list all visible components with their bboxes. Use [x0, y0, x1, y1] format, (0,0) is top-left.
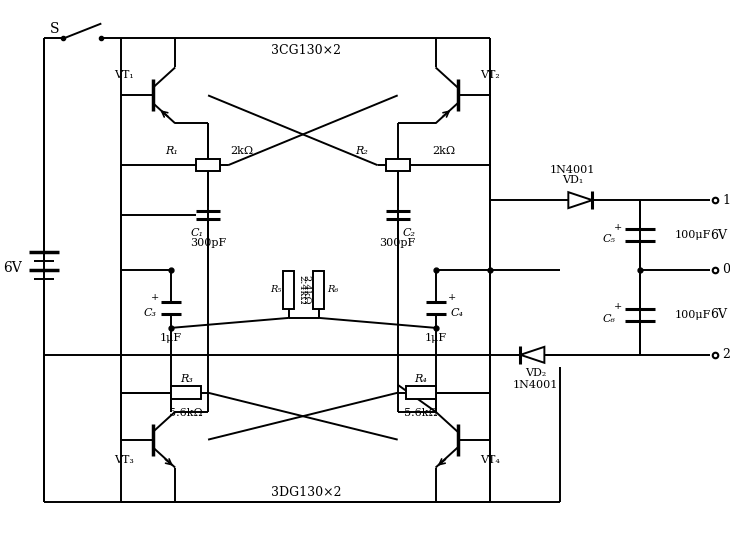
Bar: [385, 159, 410, 171]
Text: S: S: [50, 21, 59, 35]
Text: 2: 2: [722, 349, 730, 361]
Text: VT₁: VT₁: [115, 70, 134, 81]
Bar: [171, 386, 201, 399]
Text: 6V: 6V: [3, 261, 21, 275]
Text: VT₄: VT₄: [480, 455, 500, 465]
Text: 2kΩ: 2kΩ: [433, 146, 456, 156]
Text: 1μF: 1μF: [425, 333, 447, 343]
Text: C₁: C₁: [190, 228, 203, 238]
Text: VT₃: VT₃: [115, 455, 134, 465]
Text: 6V: 6V: [710, 229, 727, 242]
Text: R₃: R₃: [180, 374, 193, 384]
Text: 0: 0: [722, 264, 730, 277]
Text: C₄: C₄: [450, 308, 464, 318]
Text: 6V: 6V: [710, 308, 727, 322]
Bar: [283, 271, 294, 309]
Text: VD₁: VD₁: [561, 175, 583, 185]
Text: R₅: R₅: [269, 286, 281, 294]
Text: 2.4kΩ: 2.4kΩ: [302, 275, 311, 305]
Text: 3CG130×2: 3CG130×2: [271, 44, 341, 57]
Text: 3DG130×2: 3DG130×2: [271, 486, 341, 499]
Text: 100μF: 100μF: [675, 310, 712, 320]
Text: +: +: [447, 293, 456, 302]
Text: C₆: C₆: [602, 314, 615, 324]
Text: 2kΩ: 2kΩ: [230, 146, 253, 156]
Text: R₄: R₄: [414, 374, 427, 384]
Text: R₁: R₁: [165, 146, 178, 156]
Text: VD₂: VD₂: [525, 368, 546, 378]
Text: 300pF: 300pF: [190, 238, 226, 248]
Text: 1μF: 1μF: [160, 333, 182, 343]
Polygon shape: [520, 347, 545, 363]
Text: 5.6kΩ: 5.6kΩ: [404, 408, 437, 418]
Text: 100μF: 100μF: [675, 230, 712, 240]
Text: 2.4kΩ: 2.4kΩ: [297, 275, 306, 305]
Bar: [313, 271, 324, 309]
Text: +: +: [614, 302, 622, 311]
Text: 1N4001: 1N4001: [550, 165, 595, 175]
Polygon shape: [569, 192, 592, 208]
Text: R₂: R₂: [355, 146, 368, 156]
Text: C₃: C₃: [143, 308, 156, 318]
Text: 5.6kΩ: 5.6kΩ: [169, 408, 203, 418]
Text: +: +: [614, 223, 622, 231]
Text: 300pF: 300pF: [380, 238, 416, 248]
Text: 1N4001: 1N4001: [512, 380, 558, 390]
Text: +: +: [151, 293, 159, 302]
Text: 1: 1: [722, 194, 730, 207]
Bar: [406, 386, 436, 399]
Text: C₂: C₂: [403, 228, 415, 238]
Text: R₆: R₆: [327, 286, 338, 294]
Text: C₅: C₅: [602, 234, 615, 244]
Bar: [196, 159, 220, 171]
Text: VT₂: VT₂: [480, 70, 500, 81]
